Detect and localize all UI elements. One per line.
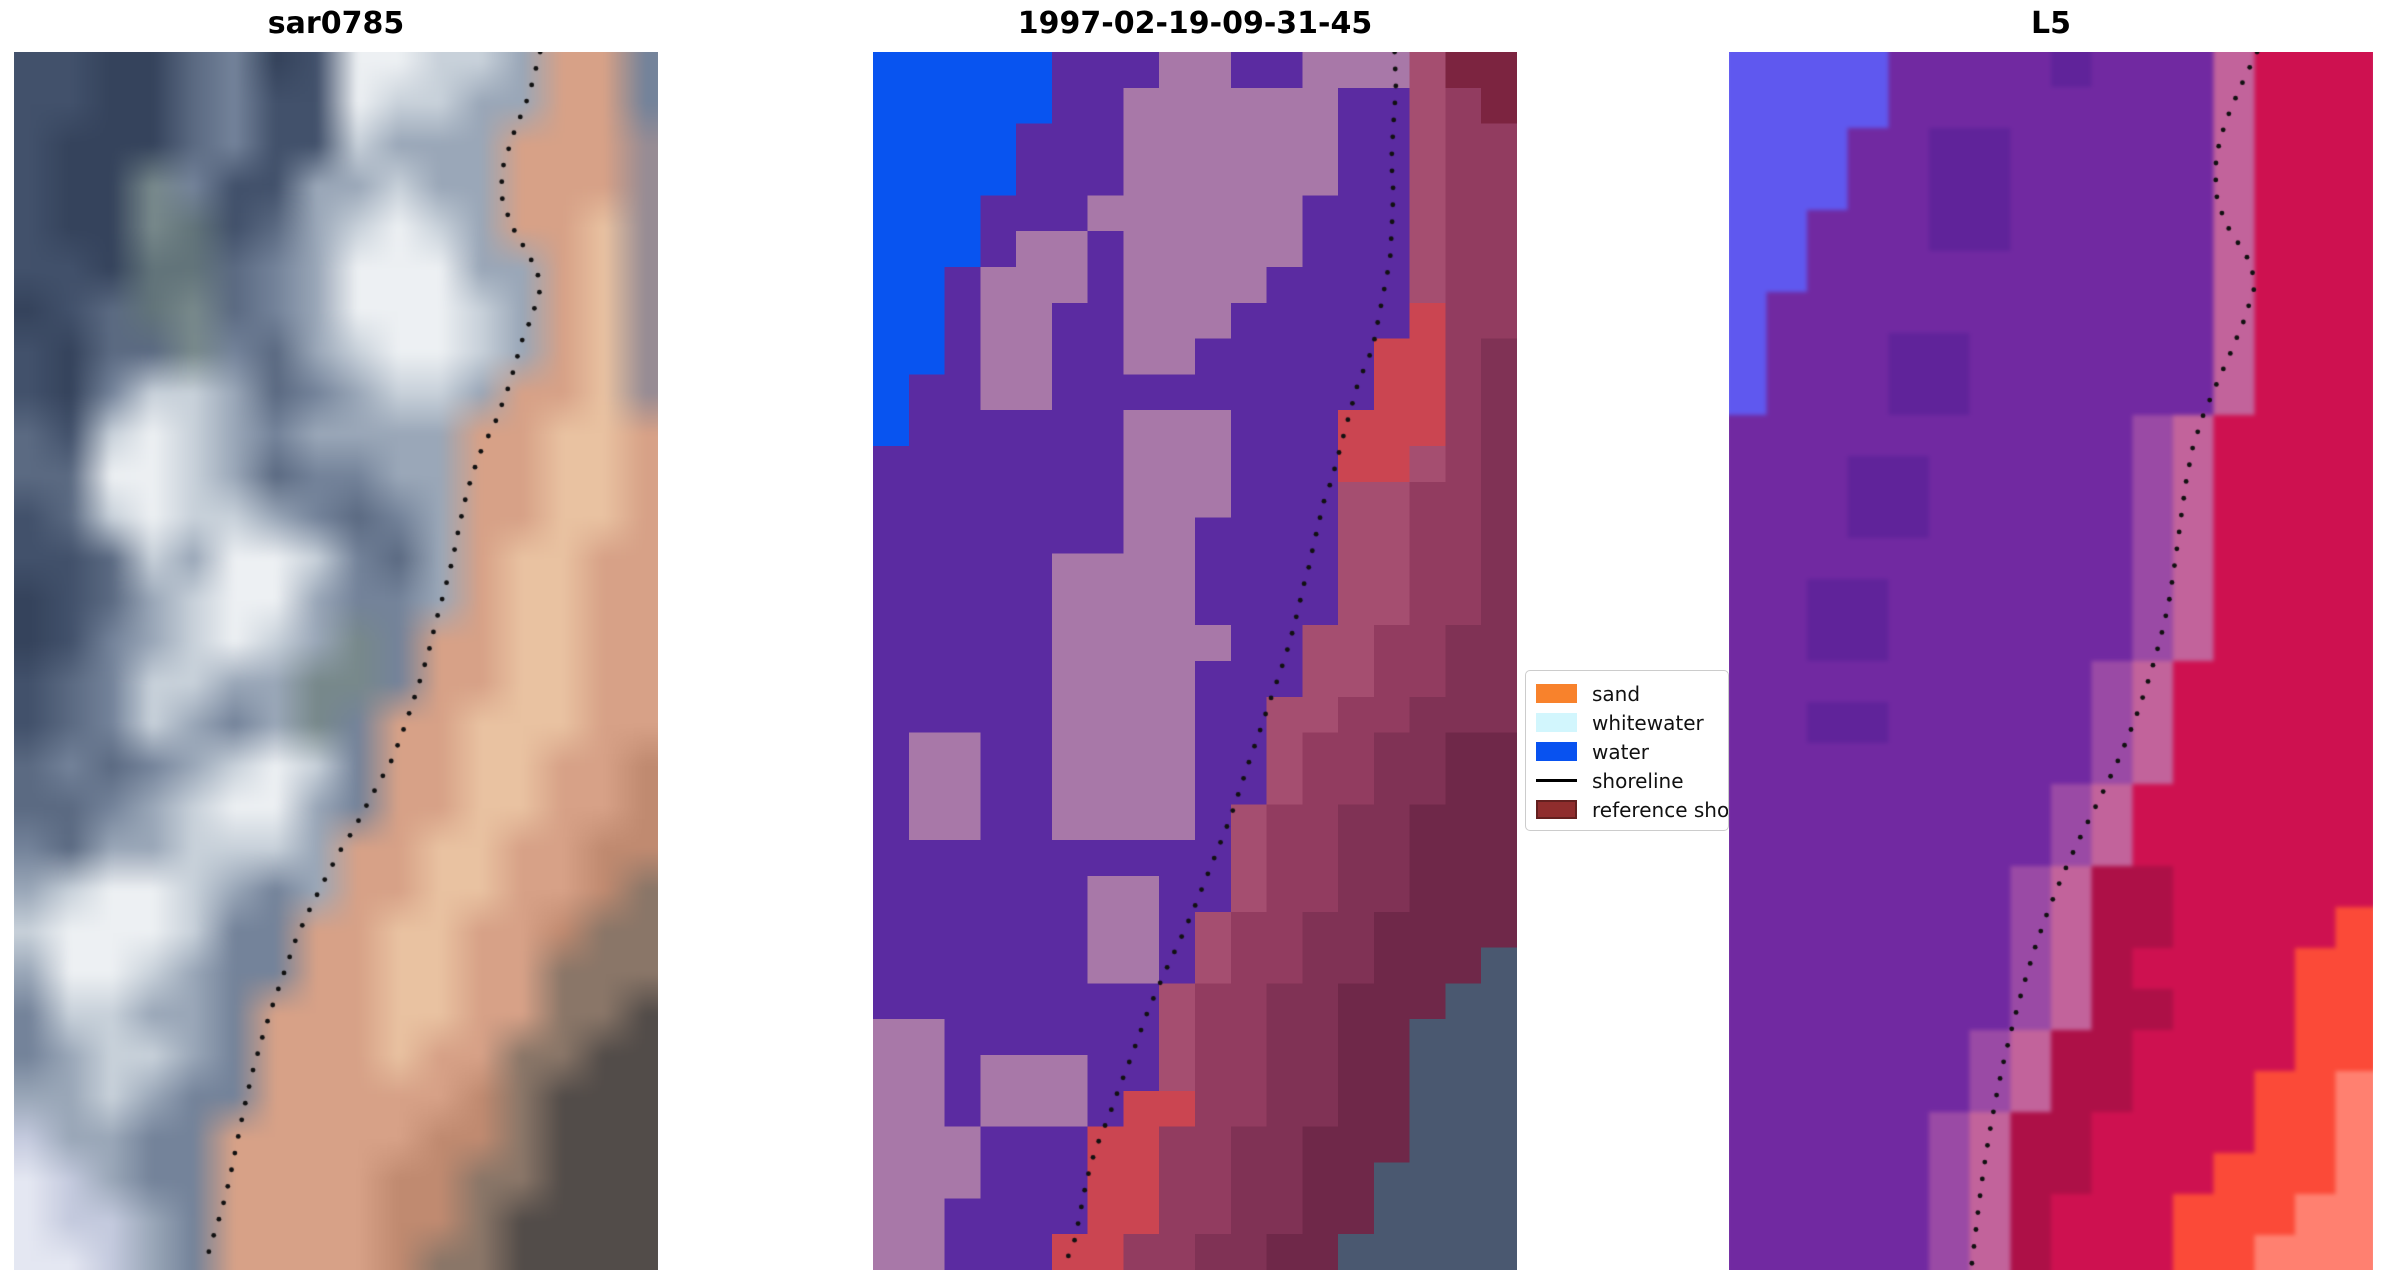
reference-shoreline-swatch	[1536, 800, 1577, 819]
legend-label: whitewater	[1592, 710, 1704, 735]
legend-item-water: water	[1536, 737, 1728, 766]
legend-item-sand: sand	[1536, 679, 1728, 708]
legend: sand whitewater water shoreline reference sh…	[1525, 670, 1729, 831]
legend-item-reference-shoreline: reference shoreline	[1536, 795, 1728, 824]
legend-label: sand	[1592, 681, 1641, 706]
legend-label: reference shoreline	[1592, 797, 1729, 822]
sar0785-image-area	[14, 52, 658, 1270]
sand-swatch	[1536, 684, 1577, 703]
L5-shoreline-dots	[1729, 52, 2373, 1270]
panel-title-L5: L5	[2031, 6, 2071, 41]
legend-item-shoreline: shoreline	[1536, 766, 1728, 795]
panel-title-sar0785: sar0785	[267, 6, 405, 41]
L5-image-area	[1729, 52, 2373, 1270]
sar0785-shoreline-dots	[14, 52, 658, 1270]
legend-label: shoreline	[1592, 768, 1684, 793]
panel-title-classified: 1997-02-19-09-31-45	[1017, 6, 1373, 41]
legend-label: water	[1592, 739, 1649, 764]
whitewater-swatch	[1536, 713, 1577, 732]
panel-L5: L5	[1729, 6, 2373, 1270]
panel-classified: 1997-02-19-09-31-45	[873, 6, 1517, 1270]
shoreline-swatch	[1536, 779, 1577, 782]
panel-sar0785: sar0785	[14, 6, 658, 1270]
classified-shoreline-dots	[873, 52, 1517, 1270]
classified-image-area	[873, 52, 1517, 1270]
legend-item-whitewater: whitewater	[1536, 708, 1728, 737]
water-swatch	[1536, 742, 1577, 761]
